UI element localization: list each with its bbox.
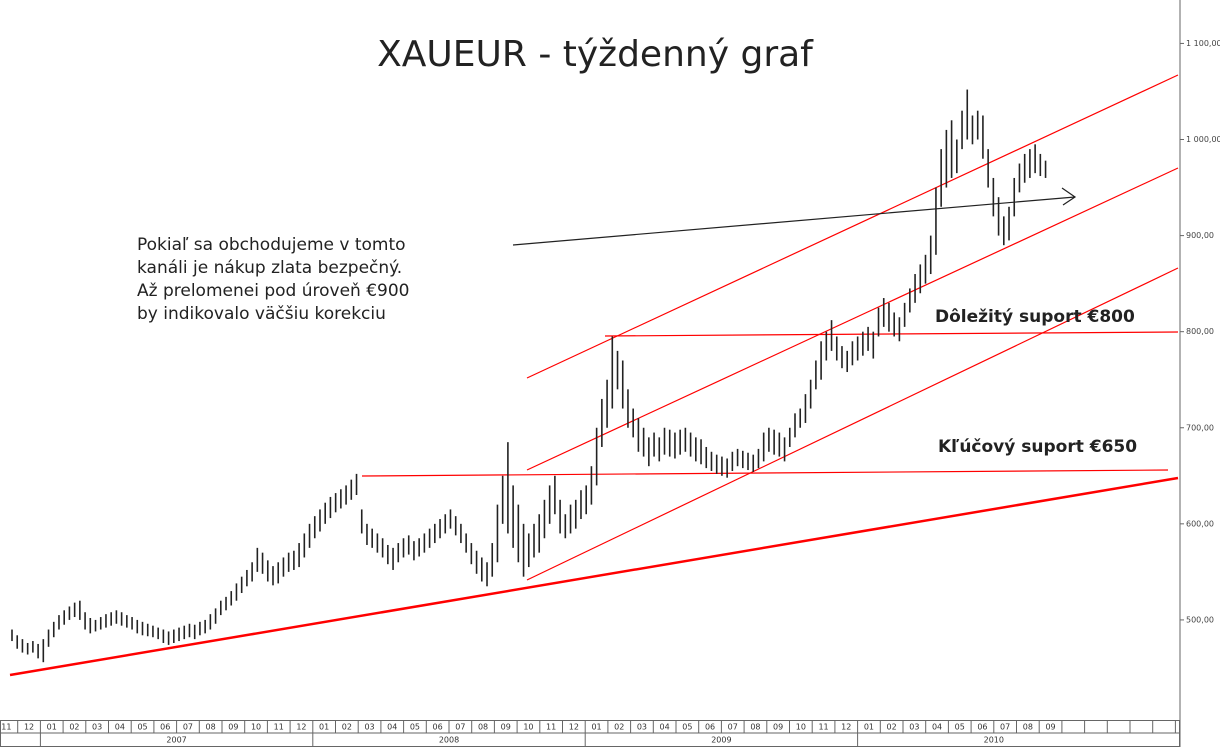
x-tick-label: 04: [932, 723, 942, 732]
x-tick-label: 01: [319, 723, 329, 732]
x-tick-label: 01: [47, 723, 57, 732]
x-tick-label: 05: [955, 723, 965, 732]
y-tick-label: 800,00: [1186, 327, 1214, 336]
annotation-line: Pokiaľ sa obchodujeme v tomto: [137, 235, 406, 255]
x-tick-label: 03: [637, 723, 647, 732]
x-tick-label: 04: [387, 723, 397, 732]
x-tick-label: 07: [1000, 723, 1010, 732]
x-tick-label: 09: [773, 723, 783, 732]
price-bars: [11, 89, 1047, 663]
annotation-line: kanáli je nákup zlata bezpečný.: [137, 258, 402, 278]
x-tick-label: 09: [228, 723, 238, 732]
x-tick-label: 12: [841, 723, 851, 732]
x-tick-label: 08: [750, 723, 760, 732]
x-tick-label: 07: [183, 723, 193, 732]
channel-middle: [526, 167, 1179, 471]
support-label: Kľúčový suport €650: [938, 437, 1137, 457]
x-tick-label: 11: [274, 723, 284, 732]
chart-title: XAUEUR - týždenný graf: [377, 34, 814, 75]
x-tick-label: 01: [864, 723, 874, 732]
x-tick-label: 01: [591, 723, 601, 732]
x-tick-label: 03: [92, 723, 102, 732]
x-tick-label: 05: [137, 723, 147, 732]
x-tick-label: 02: [69, 723, 79, 732]
x-tick-label: 05: [682, 723, 692, 732]
x-tick-label: 02: [342, 723, 352, 732]
long-trend-line: [9, 476, 1179, 677]
trend-lines: [9, 74, 1179, 677]
arrow: [512, 196, 1076, 246]
x-tick-label: 10: [796, 723, 806, 732]
x-tick-label: 06: [433, 723, 443, 732]
x-tick-label: 06: [705, 723, 715, 732]
x-tick-label: 11: [1, 723, 11, 732]
x-tick-label: 09: [1045, 723, 1055, 732]
x-tick-label: 05: [410, 723, 420, 732]
annotation: Pokiaľ sa obchodujeme v tomto kanáli je …: [137, 235, 409, 324]
annotation-line: by indikovalo väčšiu korekciu: [137, 304, 386, 324]
y-tick-label: 700,00: [1186, 423, 1214, 432]
x-tick-label: 12: [569, 723, 579, 732]
year-label: 2008: [439, 736, 459, 745]
annotation-line: Až prelomenei pod úroveň €900: [137, 281, 409, 301]
x-tick-label: 04: [115, 723, 125, 732]
support-line: [361, 469, 1169, 477]
x-tick-label: 03: [364, 723, 374, 732]
y-tick-label: 600,00: [1186, 519, 1214, 528]
y-tick-label: 1 100,00: [1186, 39, 1220, 48]
x-tick-label: 02: [614, 723, 624, 732]
x-tick-label: 07: [455, 723, 465, 732]
x-tick-label: 10: [251, 723, 261, 732]
x-tick-label: 08: [206, 723, 216, 732]
y-tick-label: 900,00: [1186, 231, 1214, 240]
x-tick-label: 10: [523, 723, 533, 732]
channel-bottom: [526, 267, 1179, 581]
support-label: Dôležitý suport €800: [935, 307, 1135, 327]
x-tick-label: 12: [24, 723, 34, 732]
support-line: [604, 331, 1179, 337]
channel-top: [526, 74, 1179, 379]
x-tick-label: 11: [818, 723, 828, 732]
x-tick-label: 04: [660, 723, 670, 732]
x-tick-label: 07: [728, 723, 738, 732]
y-tick-label: 1 000,00: [1186, 135, 1220, 144]
year-label: 2007: [166, 736, 186, 745]
x-tick-label: 02: [887, 723, 897, 732]
y-tick-label: 500,00: [1186, 615, 1214, 624]
x-tick-label: 03: [909, 723, 919, 732]
x-tick-label: 09: [501, 723, 511, 732]
x-tick-label: 12: [296, 723, 306, 732]
year-label: 2010: [984, 736, 1004, 745]
x-tick-label: 11: [546, 723, 556, 732]
x-tick-label: 08: [478, 723, 488, 732]
x-tick-label: 06: [160, 723, 170, 732]
arrow-head: [1061, 187, 1077, 206]
x-tick-label: 08: [1023, 723, 1033, 732]
year-label: 2009: [711, 736, 731, 745]
x-tick-label: 06: [977, 723, 987, 732]
